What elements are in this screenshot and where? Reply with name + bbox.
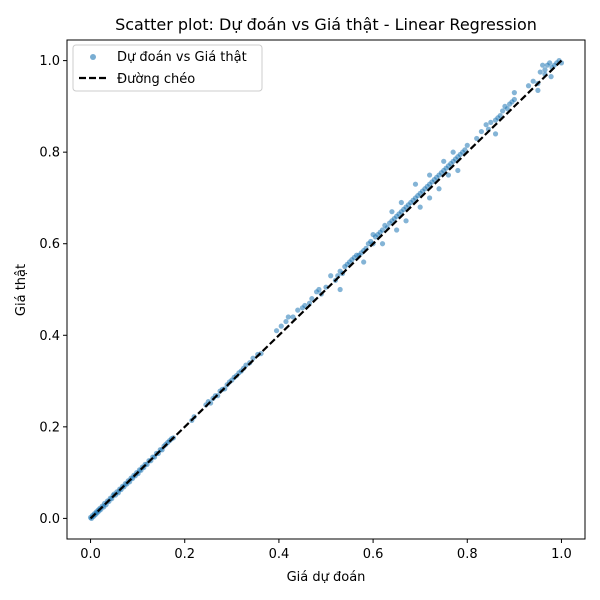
scatter-point <box>278 323 284 329</box>
scatter-point <box>361 259 367 265</box>
scatter-point <box>398 199 404 206</box>
scatter-point <box>389 209 395 215</box>
scatter-point <box>309 296 315 302</box>
scatter-point <box>250 355 256 361</box>
scatter-point <box>441 158 447 164</box>
y-axis: 0.0 0.2 0.4 0.6 0.8 1.0 <box>39 54 67 527</box>
scatter-point <box>285 314 291 320</box>
scatter-point <box>492 131 499 137</box>
legend-label-diagonal: Đường chéo <box>117 72 195 87</box>
y-tick-label: 0.0 <box>39 512 60 527</box>
x-tick-label: 0.4 <box>269 547 290 562</box>
scatter-point <box>478 128 484 135</box>
scatter-point <box>379 241 386 247</box>
scatter-point <box>370 231 376 238</box>
scatter-point <box>504 106 510 112</box>
x-tick-label: 0.8 <box>457 547 478 562</box>
x-tick-label: 0.0 <box>80 547 101 562</box>
scatter-point <box>497 112 503 119</box>
scatter-point <box>462 147 468 153</box>
scatter-point <box>483 122 489 128</box>
x-axis: 0.0 0.2 0.4 0.6 0.8 1.0 <box>80 539 572 562</box>
legend: Dự đoán vs Giá thật Đường chéo <box>72 44 263 92</box>
scatter-point <box>412 181 419 187</box>
scatter-point <box>283 318 289 325</box>
scatter-point <box>394 227 400 233</box>
x-tick-label: 0.2 <box>174 547 195 562</box>
scatter-point <box>537 69 543 75</box>
scatter-point <box>316 286 322 293</box>
scatter-point <box>511 96 517 103</box>
x-axis-label: Giá dự đoán <box>287 570 366 585</box>
scatter-point <box>542 67 548 73</box>
scatter-point <box>474 135 480 142</box>
chart-title: Scatter plot: Dự đoán vs Giá thật - Line… <box>115 15 537 34</box>
scatter-point <box>306 300 313 306</box>
scatter-point <box>427 172 433 178</box>
scatter-point <box>548 74 554 80</box>
scatter-point <box>535 87 541 93</box>
scatter-point <box>328 273 334 279</box>
y-tick-label: 1.0 <box>39 54 60 69</box>
scatter-point <box>379 227 386 233</box>
scatter-point <box>273 328 280 334</box>
scatter-point <box>302 302 308 309</box>
scatter-point <box>417 204 423 210</box>
y-tick-label: 0.6 <box>39 237 60 252</box>
scatter-point <box>488 119 494 125</box>
scatter-point <box>243 362 249 368</box>
legend-label-scatter: Dự đoán vs Giá thật <box>117 50 247 65</box>
scatter-point <box>530 78 536 84</box>
x-tick-label: 1.0 <box>551 547 572 562</box>
scatter-point <box>295 307 301 313</box>
y-tick-label: 0.2 <box>39 420 60 435</box>
scatter-point <box>499 108 506 114</box>
y-tick-label: 0.8 <box>39 146 60 161</box>
plot-area <box>87 58 565 522</box>
y-axis-label: Giá thật <box>14 264 29 316</box>
scatter-point <box>337 286 343 293</box>
scatter-point <box>290 314 296 320</box>
scatter-point <box>540 62 546 68</box>
scatter-point <box>403 218 409 224</box>
scatter-point <box>445 172 452 178</box>
legend-box <box>72 44 263 92</box>
scatter-point <box>450 149 456 155</box>
scatter-point <box>511 90 517 96</box>
scatter-point <box>455 167 461 174</box>
scatter-point <box>436 186 442 192</box>
plot-frame <box>66 39 586 540</box>
scatter-point <box>464 142 470 148</box>
scatter-point <box>547 60 553 66</box>
legend-scatter-marker <box>90 54 96 60</box>
scatter-point <box>427 195 433 201</box>
x-tick-label: 0.6 <box>363 547 384 562</box>
scatter-point <box>525 83 532 89</box>
y-tick-label: 0.4 <box>39 329 60 344</box>
